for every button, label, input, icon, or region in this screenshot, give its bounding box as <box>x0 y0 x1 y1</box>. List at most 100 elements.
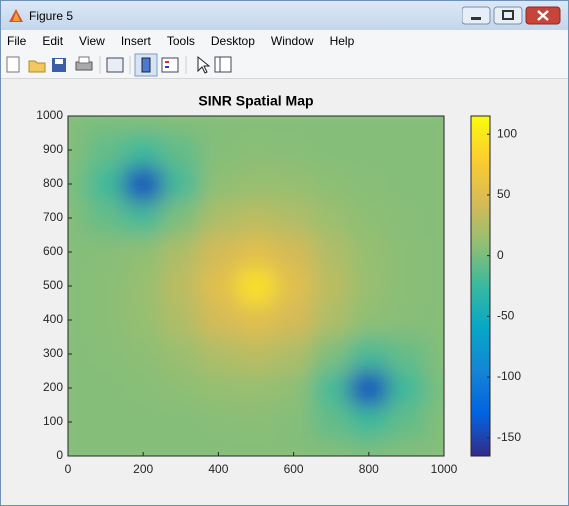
heatmap-cell <box>237 167 276 202</box>
heatmap-cell <box>124 201 163 236</box>
heatmap-cell <box>387 269 426 304</box>
colorbar-tick-label: -100 <box>497 369 521 383</box>
menu-item[interactable]: Window <box>270 34 314 48</box>
heatmap-cell <box>124 116 163 134</box>
menu-item[interactable]: Edit <box>42 34 64 48</box>
heatmap-cell <box>199 201 238 236</box>
menu-bar: File Edit View Insert Tools Desktop Window Help <box>1 30 568 52</box>
toolbar-icons[interactable] <box>1 52 251 78</box>
legend-toggle[interactable] <box>161 57 179 73</box>
colorbar-tick-label: 0 <box>497 248 504 262</box>
heatmap-cell <box>425 167 444 202</box>
heatmap-cell <box>274 133 313 168</box>
heatmap-cell <box>387 235 426 270</box>
window-buttons[interactable] <box>462 5 562 27</box>
window-title: Figure 5 <box>29 9 74 23</box>
heatmap-cell <box>425 133 444 168</box>
heatmap-cell <box>312 405 351 440</box>
x-tick-label: 800 <box>359 462 379 476</box>
heatmap-cell <box>162 167 201 202</box>
heatmap-cell <box>162 405 201 440</box>
heatmap-cell <box>425 235 444 270</box>
heatmap-cell <box>274 371 313 406</box>
heatmap-cell <box>68 405 88 440</box>
heatmap-cell <box>350 405 389 440</box>
heatmap-cell <box>350 235 389 270</box>
heatmap-cell <box>425 116 444 134</box>
heatmap-cell <box>425 337 444 372</box>
heatmap-cell <box>312 201 351 236</box>
heatmap-cell <box>162 133 201 168</box>
minimize-button[interactable] <box>462 6 491 25</box>
heatmap-cell <box>124 235 163 270</box>
menu-item[interactable]: File <box>7 34 27 48</box>
heatmap-cell <box>86 303 125 338</box>
heatmap-cell <box>124 439 163 456</box>
heatmap-cell <box>199 269 238 304</box>
heatmap-cell <box>274 405 313 440</box>
heatmap-cell <box>350 269 389 304</box>
heatmap-cell <box>199 439 238 456</box>
open-icon[interactable] <box>28 60 46 73</box>
heatmap-cell <box>199 133 238 168</box>
menu-item[interactable]: View <box>79 34 105 48</box>
print-preview-icon[interactable] <box>106 57 124 73</box>
heatmap-cell <box>274 235 313 270</box>
edit-pointer[interactable] <box>197 55 211 74</box>
colorbar <box>470 115 491 457</box>
heatmap-cell <box>68 167 88 202</box>
menu-item[interactable]: Desktop <box>210 34 255 48</box>
heatmap-cell <box>162 235 201 270</box>
heatmap-cell <box>237 405 276 440</box>
menu-item[interactable]: Help <box>329 34 355 48</box>
heatmap-cell <box>312 133 351 168</box>
heatmap-cell <box>124 337 163 372</box>
heatmap-cell <box>68 235 88 270</box>
heatmap-cell <box>312 167 351 202</box>
new-icon[interactable] <box>6 56 20 73</box>
menu-item[interactable]: Tools <box>166 34 195 48</box>
heatmap-cell <box>86 405 125 440</box>
colorbar-tick-label: 50 <box>497 187 511 201</box>
heatmap-cell <box>350 116 389 134</box>
heatmap-cell <box>274 439 313 456</box>
heatmap-cell <box>312 303 351 338</box>
heatmap-cell <box>68 371 88 406</box>
maximize-button[interactable] <box>493 6 523 25</box>
x-tick-label: 600 <box>284 462 304 476</box>
menu-item[interactable]: Insert <box>120 34 151 48</box>
heatmap-cell <box>274 303 313 338</box>
colorbar-tick-label: 100 <box>497 126 517 140</box>
y-tick-label: 700 <box>43 210 63 224</box>
heatmap-cell <box>350 167 389 202</box>
heatmap-cell <box>237 439 276 456</box>
heatmap-cell <box>425 405 444 440</box>
heatmap-cell <box>387 371 426 406</box>
heatmap-cell <box>68 116 88 134</box>
heatmap-cell <box>237 116 276 134</box>
heatmap-cell <box>350 303 389 338</box>
heatmap-cell <box>199 371 238 406</box>
heatmap-cell <box>350 133 389 168</box>
heatmap-cell <box>86 201 125 236</box>
y-tick-label: 400 <box>43 312 63 326</box>
property-editor[interactable] <box>214 56 232 73</box>
heatmap-cell <box>68 439 88 456</box>
y-tick-label: 500 <box>43 278 63 292</box>
heatmap-cell <box>199 337 238 372</box>
heatmap-cell <box>237 269 276 304</box>
x-tick-label: 400 <box>208 462 228 476</box>
heatmap-cell <box>199 235 238 270</box>
heatmap-cell <box>274 167 313 202</box>
app-icon <box>9 9 23 22</box>
x-tick-label: 200 <box>133 462 153 476</box>
heatmap-cell <box>387 201 426 236</box>
heatmap-cell <box>350 337 389 372</box>
heatmap-cell <box>387 133 426 168</box>
colorbar-tick-label: -50 <box>497 309 515 323</box>
y-tick-label: 100 <box>43 414 63 428</box>
title-bar: Figure 5 <box>1 1 568 30</box>
y-tick-label: 200 <box>43 380 63 394</box>
heatmap-cell <box>312 116 351 134</box>
heatmap-cell <box>312 371 351 406</box>
